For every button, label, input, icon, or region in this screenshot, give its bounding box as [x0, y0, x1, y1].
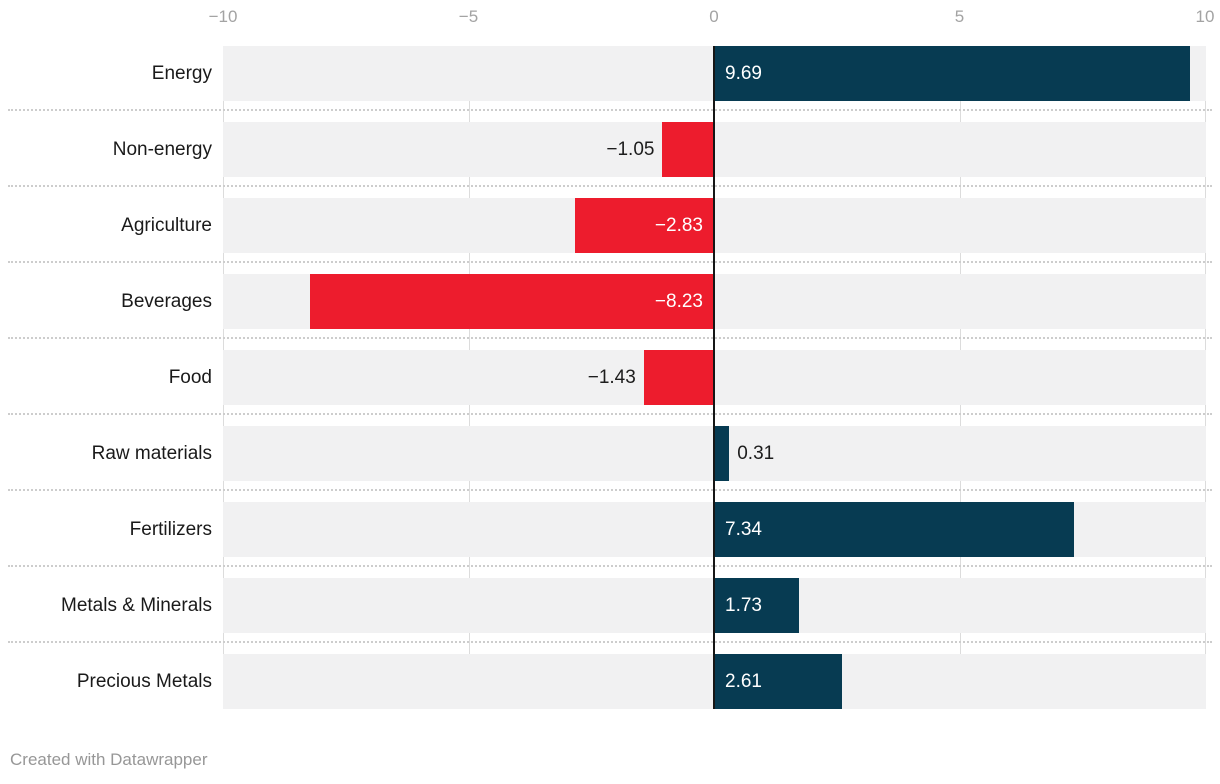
row-separator	[8, 565, 1212, 567]
value-label: −8.23	[654, 291, 703, 312]
value-label: 2.61	[725, 671, 762, 692]
axis-tick: 5	[954, 7, 965, 26]
category-label: Raw materials	[91, 443, 212, 464]
bar-precious-metals	[714, 654, 843, 709]
row-separator	[8, 337, 1212, 339]
bar-metals-minerals	[714, 578, 799, 633]
value-label: −2.83	[654, 215, 703, 236]
datawrapper-credit-link[interactable]: Created with Datawrapper	[10, 750, 208, 769]
category-label: Food	[168, 367, 212, 388]
category-label: Non-energy	[112, 139, 212, 160]
category-label: Metals & Minerals	[61, 595, 212, 616]
value-label: 0.31	[737, 443, 775, 464]
category-label: Precious Metals	[76, 671, 212, 692]
bar-non-energy	[662, 122, 714, 177]
value-label: 7.34	[725, 519, 762, 540]
category-label: Beverages	[121, 291, 212, 312]
row-separator	[8, 109, 1212, 111]
value-label: 9.69	[725, 63, 762, 84]
category-label: Energy	[151, 63, 212, 84]
bar-agriculture	[575, 198, 714, 253]
category-label: Agriculture	[121, 215, 212, 236]
row-separator	[8, 413, 1212, 415]
category-label: Fertilizers	[129, 519, 212, 540]
axis-tick: −10	[208, 7, 238, 26]
zero-line	[713, 46, 715, 709]
axis-tick: 10	[1195, 7, 1215, 26]
value-label: −1.05	[606, 139, 655, 160]
bar-beverages	[309, 274, 714, 329]
row-separator	[8, 489, 1212, 491]
bar-fertilizers	[714, 502, 1075, 557]
row-separator	[8, 261, 1212, 263]
axis-tick: 0	[709, 7, 719, 26]
bar-energy	[714, 46, 1190, 101]
axis-tick: −5	[458, 7, 479, 26]
bar-raw-materials	[714, 426, 730, 481]
bar-food	[643, 350, 714, 405]
value-label: −1.43	[587, 367, 636, 388]
row-separator	[8, 641, 1212, 643]
value-label: 1.73	[725, 595, 762, 616]
row-separator	[8, 185, 1212, 187]
